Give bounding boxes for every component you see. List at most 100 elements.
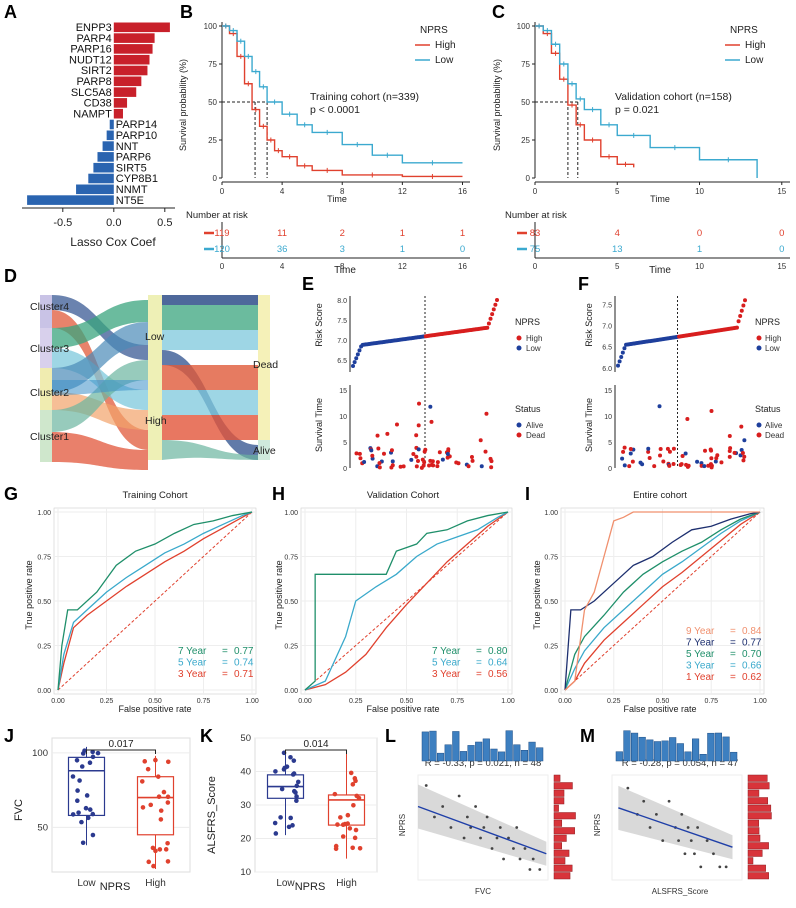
survival-point bbox=[446, 447, 451, 452]
roc-curve-5-year bbox=[564, 511, 761, 691]
box-point bbox=[357, 845, 363, 851]
panel-label-i: I bbox=[525, 484, 530, 504]
e-legend1-low-dot bbox=[516, 345, 522, 351]
km-y-tick-label: 50 bbox=[521, 98, 530, 107]
box-x-tick-label: High bbox=[336, 878, 357, 889]
roc-y-tick-label: 0.75 bbox=[544, 555, 558, 562]
box-point bbox=[165, 800, 171, 805]
risk-point bbox=[354, 356, 359, 361]
roc-y-tick-label: 0.25 bbox=[544, 644, 558, 651]
box-sig-bracket bbox=[86, 749, 156, 754]
risk-point bbox=[734, 325, 739, 330]
roc-x-tick-label: 0.00 bbox=[51, 698, 65, 705]
e-legend1-high: High bbox=[526, 334, 542, 343]
e-legend2-title: Status bbox=[515, 404, 541, 414]
corr-hist-right-bar bbox=[553, 782, 573, 790]
label-parp16: PARP16 bbox=[70, 44, 111, 56]
roc-x-tick-label: 0.75 bbox=[450, 698, 464, 705]
f-time-y-label: Survival Time bbox=[584, 398, 594, 452]
corr-point bbox=[528, 868, 532, 871]
corr-hist-right-bar bbox=[747, 827, 760, 835]
risk-y-tick-label: 6.5 bbox=[337, 358, 347, 365]
corr-hist-right-bar bbox=[747, 842, 769, 850]
box-point bbox=[345, 812, 351, 818]
risk-low-count: 0 bbox=[460, 244, 465, 255]
box-y-tick-label: 50 bbox=[37, 822, 48, 833]
roc-x-tick-label: 0.50 bbox=[148, 698, 162, 705]
roc-x-tick-label: 0.25 bbox=[607, 698, 621, 705]
box-point bbox=[347, 826, 353, 831]
survival-point bbox=[709, 409, 714, 414]
label-nnt: NNT bbox=[116, 141, 139, 153]
risk-high-count: 2 bbox=[340, 228, 345, 239]
j-x-label: NPRS bbox=[100, 881, 131, 893]
box-point bbox=[77, 778, 82, 783]
g-x-label: False positive rate bbox=[118, 704, 191, 714]
risk-point bbox=[485, 325, 490, 330]
box-point bbox=[146, 859, 152, 865]
survival-point bbox=[667, 463, 672, 468]
box-y-tick-label: 10 bbox=[240, 867, 251, 878]
j-y-label: FVC bbox=[13, 799, 25, 821]
corr-hist-right-bar bbox=[747, 819, 760, 827]
label-parp6: PARP6 bbox=[116, 152, 151, 164]
roc-x-tick-label: 1.00 bbox=[501, 698, 515, 705]
bar-nudt12 bbox=[113, 54, 150, 65]
e-legend2-alive: Alive bbox=[526, 421, 544, 430]
i-y-label: True positive rate bbox=[532, 560, 542, 629]
box-point bbox=[75, 788, 80, 793]
box-point bbox=[148, 802, 154, 808]
survival-point bbox=[702, 464, 707, 469]
corr-hist-right-bar bbox=[553, 812, 576, 820]
corr-point bbox=[482, 826, 486, 829]
box-point bbox=[350, 845, 355, 851]
corr-hist-top-bar bbox=[482, 738, 490, 762]
node-dead bbox=[258, 295, 270, 440]
survival-point bbox=[489, 459, 494, 464]
flow-low-dead-1 bbox=[162, 295, 258, 305]
box-point bbox=[291, 771, 297, 776]
corr-point bbox=[718, 865, 722, 869]
corr-point bbox=[642, 799, 646, 803]
risk-point bbox=[741, 303, 746, 308]
survival-point bbox=[419, 465, 424, 470]
survival-point bbox=[713, 459, 718, 464]
bar-cd38 bbox=[113, 98, 128, 108]
survival-point bbox=[667, 449, 672, 454]
corr-point bbox=[512, 847, 515, 850]
box-point bbox=[352, 776, 358, 781]
box-point bbox=[286, 824, 292, 830]
survival-point bbox=[414, 454, 419, 459]
box-point bbox=[87, 760, 93, 766]
survival-point bbox=[740, 451, 745, 456]
box-y-tick-label: 40 bbox=[240, 767, 251, 778]
risk-point bbox=[357, 348, 362, 353]
corr-hist-top-bar bbox=[684, 751, 692, 762]
corr-point bbox=[531, 857, 535, 861]
f-legend2-title: Status bbox=[755, 404, 781, 414]
box-point bbox=[158, 817, 164, 822]
roc-curve-7-year bbox=[304, 511, 509, 691]
m-y-label: NPRS bbox=[593, 814, 602, 836]
survival-point bbox=[375, 433, 380, 438]
corr-hist-right-bar bbox=[747, 782, 770, 790]
roc-legend-auc: 0.74 bbox=[234, 658, 254, 669]
risk-high-count: 1 bbox=[460, 228, 465, 239]
risk-y-tick-label: 7.5 bbox=[602, 302, 612, 309]
b-pvalue: p < 0.0001 bbox=[310, 104, 360, 116]
roc-x-tick-label: 1.00 bbox=[245, 698, 259, 705]
roc-legend-label: 5 Year bbox=[686, 649, 715, 660]
box-point bbox=[340, 822, 346, 828]
roc-curve-7-year bbox=[57, 511, 253, 691]
box-point bbox=[333, 843, 339, 849]
km-y-tick-label: 0 bbox=[526, 174, 531, 183]
survival-point bbox=[658, 446, 663, 451]
c-legend-title: NPRS bbox=[730, 25, 758, 36]
corr-point bbox=[696, 826, 700, 829]
corr-hist-top-bar bbox=[646, 739, 654, 762]
risk-point bbox=[619, 354, 624, 359]
survival-point bbox=[489, 465, 494, 470]
survival-point bbox=[646, 449, 651, 454]
survival-point bbox=[369, 448, 374, 453]
